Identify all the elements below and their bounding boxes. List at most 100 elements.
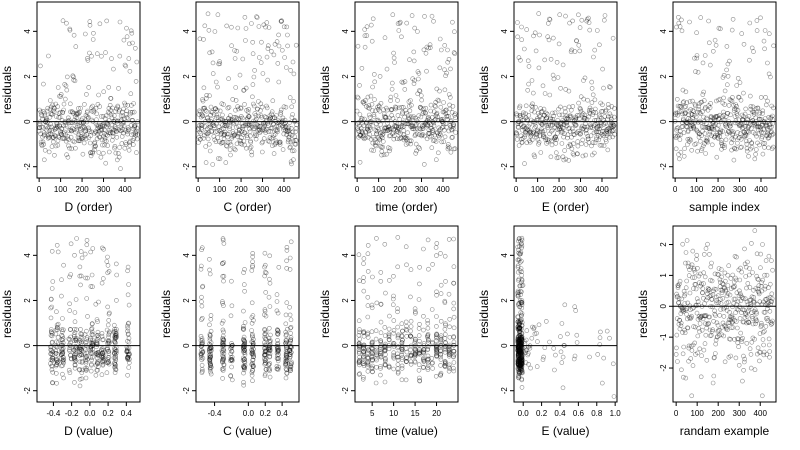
data-point	[269, 111, 274, 117]
data-point	[434, 324, 439, 329]
data-point	[49, 128, 55, 133]
data-point	[38, 131, 43, 137]
data-point	[580, 137, 586, 143]
data-point	[356, 129, 362, 134]
data-point	[210, 122, 215, 127]
data-point	[90, 341, 96, 347]
x-tick-label: 400	[754, 409, 768, 418]
data-point	[252, 68, 257, 73]
data-point	[379, 135, 385, 141]
data-point	[273, 113, 279, 118]
data-point	[101, 276, 106, 281]
data-point	[433, 338, 439, 344]
data-point	[694, 127, 699, 133]
data-point	[576, 42, 582, 48]
data-point	[268, 48, 274, 54]
data-point	[450, 104, 456, 109]
data-point	[715, 136, 721, 141]
data-point	[395, 235, 401, 240]
data-point	[446, 291, 452, 297]
data-point	[104, 120, 110, 125]
data-point	[67, 370, 73, 376]
data-point	[285, 139, 291, 145]
data-point	[429, 145, 435, 150]
data-point	[519, 37, 525, 43]
data-point	[241, 88, 246, 93]
data-point	[75, 123, 81, 128]
data-point	[675, 133, 680, 139]
data-point	[514, 132, 520, 137]
data-point	[597, 126, 602, 132]
data-point	[91, 107, 96, 113]
data-point	[99, 353, 104, 359]
data-point	[538, 109, 544, 115]
data-point	[714, 154, 720, 160]
data-point	[77, 352, 83, 358]
data-point	[79, 367, 85, 373]
data-point	[264, 118, 269, 123]
x-tick-label: -0.4	[208, 409, 222, 418]
data-point	[428, 122, 434, 127]
data-point	[751, 110, 757, 116]
data-point	[752, 228, 758, 233]
data-point	[758, 15, 763, 21]
x-tick-label: -0.4	[47, 409, 61, 418]
data-point	[697, 101, 702, 106]
data-point	[529, 103, 534, 109]
data-point	[591, 110, 596, 115]
data-point	[226, 105, 232, 110]
data-point	[378, 319, 384, 325]
data-point	[760, 108, 766, 114]
data-point	[205, 126, 210, 132]
data-point	[523, 115, 529, 121]
data-point	[111, 127, 116, 133]
data-point	[234, 125, 239, 130]
data-point	[692, 101, 698, 107]
data-point	[361, 256, 367, 261]
data-point	[115, 118, 121, 124]
data-point	[387, 148, 392, 154]
data-point	[559, 321, 565, 326]
data-point	[385, 118, 391, 123]
data-point	[57, 124, 63, 129]
data-point	[541, 106, 547, 112]
x-tick-label: 300	[256, 185, 270, 194]
data-point	[417, 88, 422, 93]
data-point	[452, 111, 458, 117]
data-point	[560, 129, 565, 135]
data-point	[207, 141, 212, 147]
data-point	[687, 290, 693, 296]
data-point	[72, 310, 78, 315]
data-point	[704, 297, 709, 303]
data-point	[49, 304, 55, 310]
data-point	[676, 109, 682, 114]
data-point	[83, 136, 89, 142]
data-point	[89, 331, 95, 337]
data-point	[414, 121, 419, 127]
data-point	[241, 138, 247, 144]
data-point	[59, 363, 64, 369]
data-point	[560, 354, 566, 360]
data-point	[208, 109, 214, 115]
data-point	[106, 348, 112, 354]
data-point	[443, 111, 449, 117]
data-point	[413, 151, 419, 156]
data-point	[60, 359, 66, 365]
data-point	[80, 120, 86, 126]
data-point	[406, 99, 412, 104]
data-point	[690, 248, 696, 254]
data-point	[96, 92, 101, 98]
data-point	[535, 129, 540, 134]
data-point	[221, 303, 226, 308]
data-point	[125, 116, 131, 121]
data-point	[261, 22, 267, 28]
y-tick-label: -2	[341, 387, 350, 395]
data-point	[696, 134, 702, 140]
data-point	[53, 348, 59, 354]
data-point	[412, 133, 418, 138]
data-point	[82, 133, 88, 139]
data-point	[62, 129, 67, 135]
data-point	[78, 327, 83, 332]
data-point	[565, 116, 571, 122]
